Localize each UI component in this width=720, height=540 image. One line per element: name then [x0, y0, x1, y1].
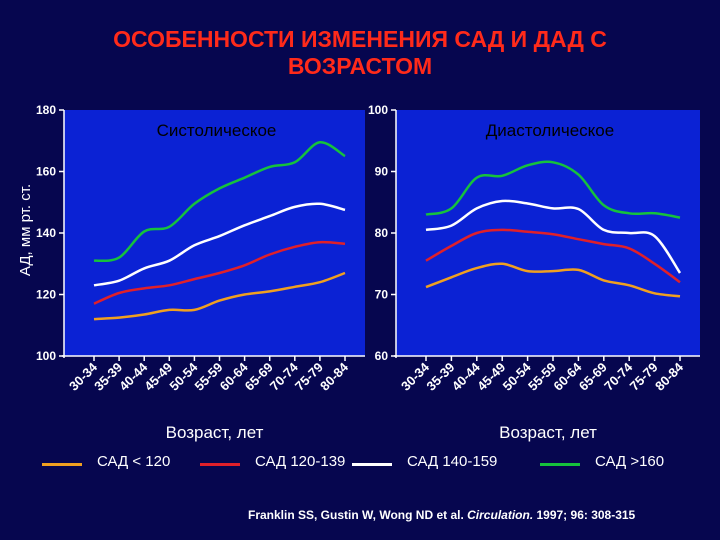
y-axis-label: АД, мм рт. ст.	[17, 184, 34, 276]
legend-label: САД < 120	[97, 453, 171, 470]
x-tick-label: 65-69	[242, 360, 276, 394]
series-line-1	[425, 228, 681, 284]
legend-swatch	[42, 463, 82, 466]
series-line-2	[425, 199, 682, 274]
citation: Franklin SS, Gustin W, Wong ND et al. Ci…	[248, 508, 635, 522]
citation-authors: Franklin SS, Gustin W, Wong ND et al.	[248, 508, 464, 522]
x-tick-label: 80-84	[652, 359, 687, 394]
page-title-line-1: ОСОБЕННОСТИ ИЗМЕНЕНИЯ САД И ДАД С	[113, 26, 607, 52]
series-line-0	[93, 271, 346, 321]
x-tick-label: 45-49	[141, 360, 175, 394]
citation-journal: Circulation.	[467, 508, 534, 522]
x-tick-label: 55-59	[192, 360, 226, 394]
series-line-3	[93, 141, 346, 263]
y-tick-label: 140	[36, 226, 56, 240]
legend-swatch	[200, 463, 240, 466]
x-axis-label: Возраст, лет	[499, 423, 597, 442]
legend-swatch	[352, 463, 392, 466]
x-tick-label: 55-59	[525, 360, 559, 394]
y-tick-label: 100	[36, 349, 56, 363]
y-tick-label: 120	[36, 288, 56, 302]
y-tick-label: 80	[375, 226, 389, 240]
legend-label: САД 120-139	[255, 453, 346, 470]
panel-title: Диастолическое	[486, 121, 614, 140]
x-tick-label: 45-49	[474, 360, 508, 394]
series-line-1	[93, 240, 346, 305]
series-line-0	[425, 262, 681, 298]
y-tick-label: 100	[368, 103, 388, 117]
legend-swatch	[540, 463, 580, 466]
legend-label: САД >160	[595, 453, 665, 470]
x-tick-label: 80-84	[317, 359, 352, 394]
y-tick-label: 180	[36, 103, 56, 117]
plot-area	[64, 110, 365, 356]
x-tick-label: 75-79	[292, 360, 326, 394]
citation-ref: 1997; 96: 308-315	[533, 508, 636, 522]
legend-label: САД 140-159	[407, 453, 498, 470]
y-tick-label: 60	[375, 349, 389, 363]
x-tick-label: 35-39	[91, 360, 125, 394]
series-line-3	[425, 160, 681, 219]
panel-title: Систолическое	[157, 121, 277, 140]
x-tick-label: 75-79	[627, 360, 661, 394]
y-tick-label: 70	[375, 288, 389, 302]
y-tick-label: 90	[375, 165, 389, 179]
y-tick-label: 160	[36, 165, 56, 179]
x-tick-label: 35-39	[423, 360, 457, 394]
x-axis-label: Возраст, лет	[166, 423, 264, 442]
series-line-2	[93, 202, 346, 287]
page-title-line-2: ВОЗРАСТОМ	[287, 53, 433, 79]
x-tick-label: 65-69	[576, 360, 610, 394]
